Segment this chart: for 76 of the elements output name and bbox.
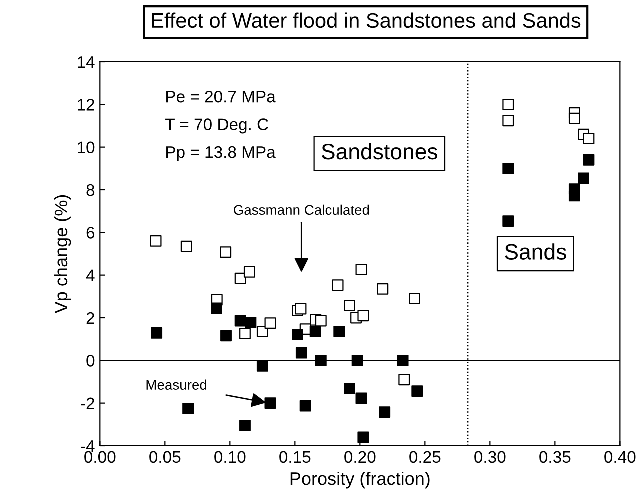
point xyxy=(256,326,268,338)
x-tick-label: 0.40 xyxy=(604,451,636,464)
annotation: Sandstones xyxy=(322,143,438,160)
y-tick-label: 2 xyxy=(86,312,94,324)
point xyxy=(295,303,307,315)
point xyxy=(315,315,327,327)
x-tick-label: 0.10 xyxy=(214,451,246,464)
point xyxy=(310,326,322,338)
y-tick-label: 4 xyxy=(86,270,95,282)
point xyxy=(264,398,276,410)
point xyxy=(356,264,368,276)
y-tick-label: -2 xyxy=(81,398,94,410)
point xyxy=(256,360,268,372)
annotation: Pp = 13.8 MPa xyxy=(166,146,276,162)
point xyxy=(352,354,364,366)
point xyxy=(409,293,420,305)
point xyxy=(397,354,409,366)
point xyxy=(568,112,580,124)
point xyxy=(377,283,389,295)
point xyxy=(398,374,410,386)
x-tick-label: 0.20 xyxy=(344,451,376,464)
point xyxy=(502,162,514,174)
x-axis-title: Porosity (fraction) xyxy=(290,472,430,489)
annotation: T = 70 Deg. C xyxy=(166,118,268,134)
x-tick-label: 0.25 xyxy=(410,451,441,464)
y-tick-label: 12 xyxy=(78,99,94,111)
y-axis-title: Vp change (%) xyxy=(54,195,72,314)
y-tick-label: 6 xyxy=(86,227,95,239)
point xyxy=(240,420,251,432)
point xyxy=(502,115,514,127)
point xyxy=(358,432,370,444)
point xyxy=(264,318,276,330)
point xyxy=(358,310,370,322)
point xyxy=(245,316,257,328)
y-tick-label: -4 xyxy=(81,440,95,452)
x-tick-label: 0.05 xyxy=(150,451,181,464)
series-label: Measured xyxy=(146,380,207,390)
point xyxy=(379,406,391,418)
point xyxy=(412,386,424,398)
point xyxy=(344,300,356,312)
point xyxy=(151,327,163,339)
point xyxy=(344,383,356,395)
annotation: Pe = 20.7 MPa xyxy=(166,90,276,103)
y-tick-label: 14 xyxy=(78,56,95,68)
x-tick-label: 0.30 xyxy=(474,451,506,464)
y-tick-label: 8 xyxy=(86,184,95,196)
point xyxy=(356,392,368,404)
text: Gassmann Calculated xyxy=(234,204,370,216)
point xyxy=(296,347,308,359)
y-tick-label: 0 xyxy=(86,355,95,367)
point xyxy=(220,246,232,258)
point xyxy=(502,216,514,228)
point xyxy=(244,266,256,278)
point xyxy=(220,330,232,342)
point xyxy=(502,98,514,110)
point xyxy=(292,329,304,341)
point xyxy=(240,328,251,340)
point xyxy=(300,400,312,412)
point xyxy=(583,154,595,166)
point xyxy=(234,315,246,327)
point xyxy=(334,326,346,338)
point xyxy=(150,235,162,247)
point xyxy=(568,190,580,202)
chart-title: Effect of Water flood in Sandstones and Sands xyxy=(152,12,581,28)
x-tick-label: 0.35 xyxy=(540,451,571,464)
annotation: Sands xyxy=(505,244,566,260)
x-tick-label: 0.15 xyxy=(280,451,311,464)
point xyxy=(332,280,344,292)
point xyxy=(180,240,192,252)
point xyxy=(182,402,194,414)
point xyxy=(211,302,222,314)
point xyxy=(315,354,327,366)
y-tick-label: 10 xyxy=(78,142,95,154)
point xyxy=(578,172,590,184)
point xyxy=(583,133,595,145)
x-tick-label: 0.00 xyxy=(84,451,116,464)
